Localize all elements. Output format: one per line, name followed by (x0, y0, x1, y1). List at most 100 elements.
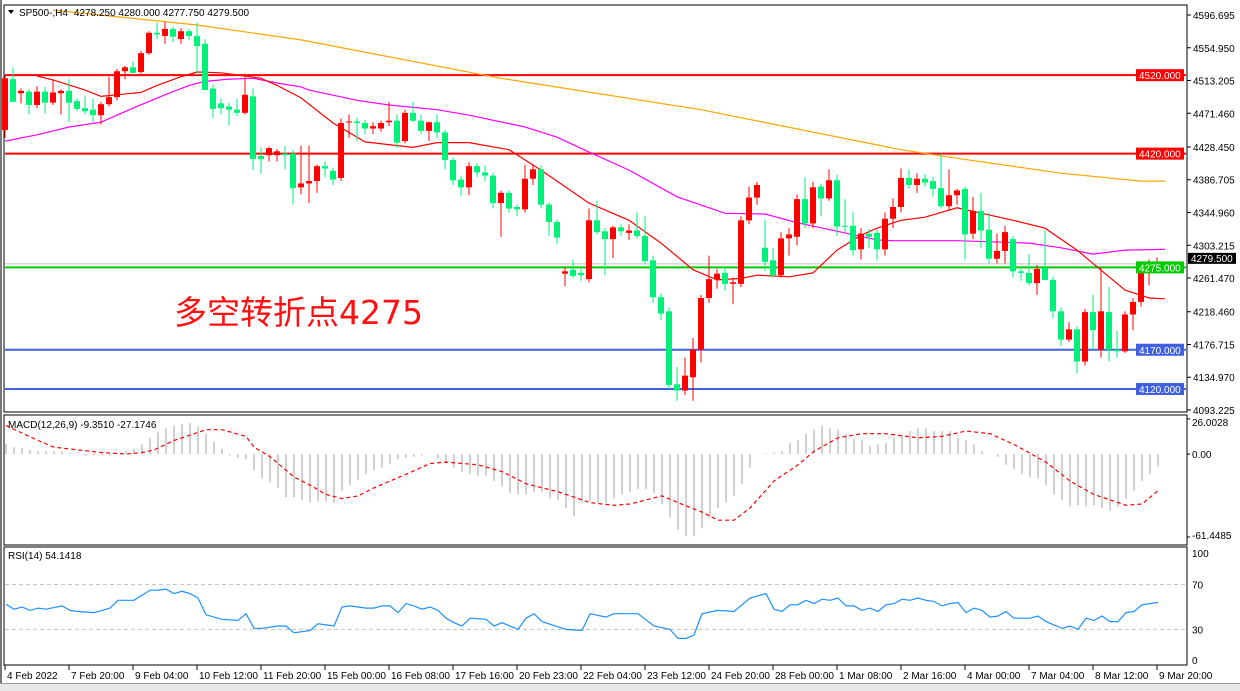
candle-body (794, 199, 800, 237)
candle (274, 148, 280, 162)
candle (906, 169, 912, 189)
candle-body (154, 32, 160, 35)
candle (410, 101, 416, 123)
candle-body (370, 126, 376, 129)
price-label: 4554.950 (1193, 44, 1235, 55)
candle-body (434, 122, 440, 133)
candle (562, 267, 568, 287)
time-label: 23 Feb 12:00 (647, 671, 706, 682)
candle-body (410, 112, 416, 121)
candle (442, 130, 448, 170)
candle (82, 96, 88, 115)
level-label: 4420.000 (1139, 150, 1181, 161)
candle-body (994, 250, 1000, 259)
rsi-axis-label: 30 (1192, 625, 1204, 636)
candle-body (986, 229, 992, 259)
candle (50, 79, 56, 105)
price-label: 4386.705 (1193, 176, 1235, 187)
candle (578, 267, 584, 281)
candle (1106, 287, 1112, 362)
candle (1026, 254, 1032, 286)
candle-body (50, 92, 56, 103)
candle (466, 162, 472, 196)
candle-body (514, 206, 520, 210)
candle (346, 114, 352, 138)
candle (290, 149, 296, 205)
candle-body (402, 112, 408, 142)
candle (378, 120, 384, 132)
candle-body (314, 166, 320, 182)
candle-body (946, 195, 952, 207)
candle (482, 165, 488, 182)
candle-body (842, 225, 848, 227)
candle (218, 98, 224, 115)
candle (930, 177, 936, 197)
candle (1074, 326, 1080, 374)
price-label: 4303.215 (1193, 241, 1235, 252)
candle-body (378, 123, 384, 129)
candle (490, 172, 496, 209)
candle (1018, 267, 1024, 281)
level-labels: 4279.500 4520.000 4420.000 4275.000 4170.000… (1136, 69, 1236, 396)
candle (226, 102, 232, 126)
dropdown-triangle-icon[interactable] (8, 10, 14, 14)
candle (306, 145, 312, 204)
candle (954, 188, 960, 205)
candle-body (1138, 272, 1144, 302)
macd-panel[interactable] (3, 414, 1188, 546)
candle-body (194, 35, 200, 47)
chart-header: SP500-,H4 4278.250 4280.000 4277.750 4279… (8, 8, 250, 562)
candle-body (658, 297, 664, 314)
candle-body (114, 71, 120, 98)
price-label: 4596.695 (1193, 11, 1235, 22)
bottom-tab-strip (0, 683, 1240, 691)
candle-body (74, 101, 80, 109)
candle-body (762, 247, 768, 262)
time-label: 8 Mar 12:00 (1095, 671, 1149, 682)
candle (314, 164, 320, 193)
candle (610, 225, 616, 258)
panel-frames (0, 0, 1188, 683)
candle-body (602, 231, 608, 240)
candle (338, 118, 344, 182)
candle-body (82, 108, 88, 112)
candle-body (202, 43, 208, 91)
time-label: 9 Mar 20:00 (1159, 671, 1213, 682)
candle (722, 267, 728, 291)
candle-body (898, 177, 904, 207)
candle-body (802, 199, 808, 224)
candle-body (266, 148, 272, 156)
candle (258, 147, 264, 175)
candle-body (58, 90, 64, 94)
time-label: 2 Mar 16:00 (903, 671, 957, 682)
candle (802, 177, 808, 229)
time-label: 7 Mar 04:00 (1031, 671, 1085, 682)
rsi-label: RSI(14) 54.1418 (8, 551, 82, 562)
candle-body (778, 238, 784, 276)
main-price-panel[interactable] (3, 4, 1188, 413)
candle-body (418, 120, 424, 131)
candle-body (786, 234, 792, 239)
candle-body (666, 311, 672, 386)
candle-body (186, 31, 192, 36)
candle-body (138, 53, 144, 73)
candle (434, 114, 440, 138)
candle (682, 357, 688, 396)
candle-body (290, 153, 296, 189)
candle (154, 22, 160, 40)
candle-body (722, 272, 728, 284)
candle (706, 255, 712, 303)
candle (458, 175, 464, 196)
candle (970, 196, 976, 240)
candle-body (106, 97, 112, 105)
candle-body (930, 181, 936, 189)
rsi-line (5, 588, 1159, 640)
level-tag (1136, 69, 1184, 82)
rsi-panel[interactable] (3, 546, 1188, 666)
candle (994, 233, 1000, 264)
candle-body (226, 106, 232, 110)
candle (58, 89, 64, 115)
candle (858, 228, 864, 260)
candle (890, 198, 896, 229)
